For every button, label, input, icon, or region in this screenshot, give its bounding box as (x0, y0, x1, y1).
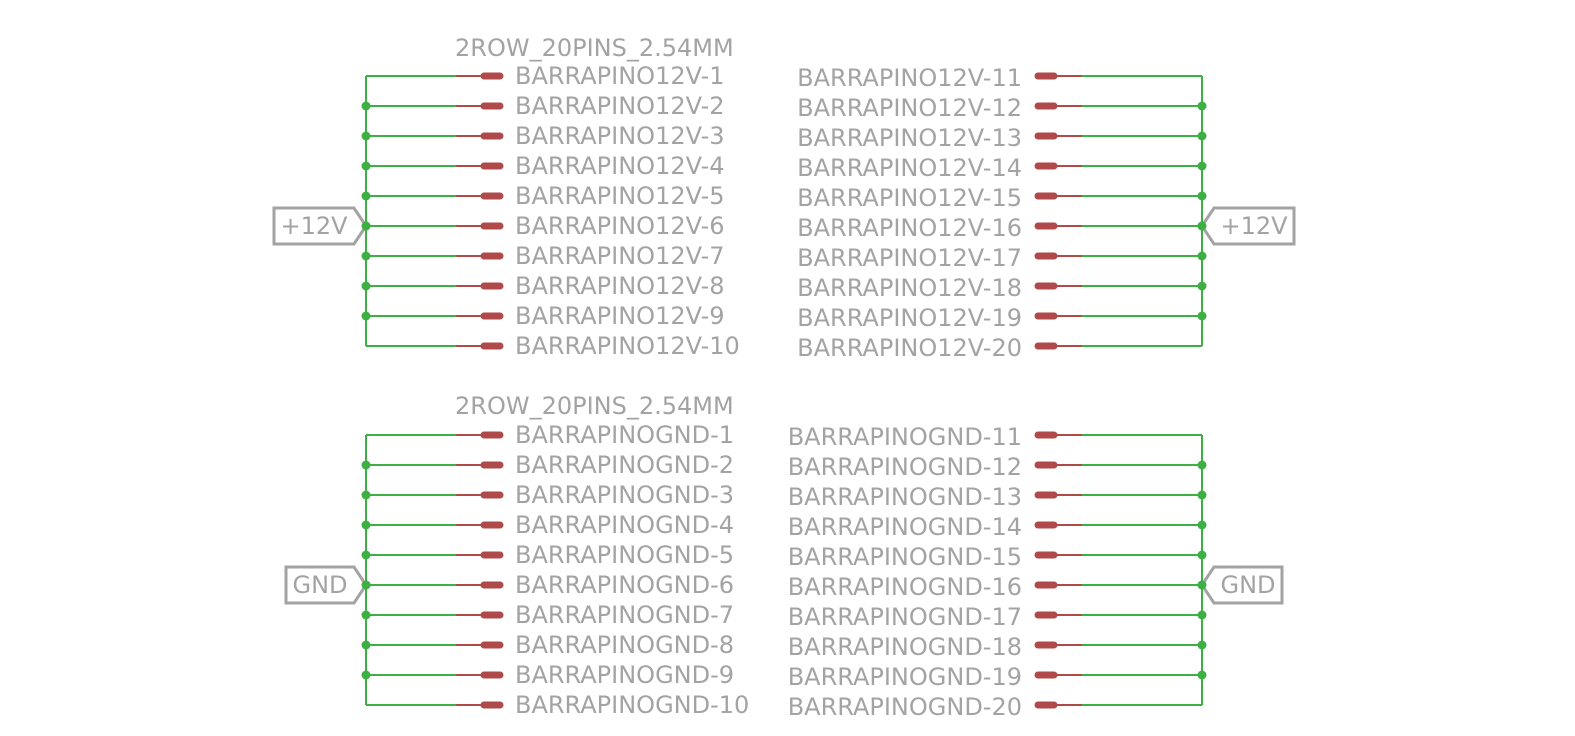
net-port-right (1200, 565, 1284, 605)
pin-label: BARRAPINO12V-3 (515, 122, 725, 150)
connector-bottom: 2ROW_20PINS_2.54MMBARRAPINOGND-1BARRAPIN… (284, 392, 1284, 721)
junction-dot (1197, 640, 1207, 650)
net-port-right-label: +12V (1220, 212, 1288, 240)
part-name-label: 2ROW_20PINS_2.54MM (455, 34, 734, 62)
junction-dot (1197, 490, 1207, 500)
pin-label: BARRAPINOGND-6 (515, 571, 734, 599)
junction-dot (1197, 161, 1207, 171)
pin-label: BARRAPINOGND-9 (515, 661, 734, 689)
net-port-right (1200, 206, 1296, 246)
pin-label: BARRAPINO12V-18 (797, 274, 1022, 302)
pin-label: BARRAPINO12V-6 (515, 212, 725, 240)
pin-label: BARRAPINOGND-4 (515, 511, 734, 539)
junction-dot (1197, 460, 1207, 470)
junction-dot (361, 251, 371, 261)
pin-label: BARRAPINO12V-19 (797, 304, 1022, 332)
junction-dot (1197, 281, 1207, 291)
pin-label: BARRAPINO12V-9 (515, 302, 725, 330)
junction-dot (1197, 610, 1207, 620)
pin-label: BARRAPINO12V-16 (797, 214, 1022, 242)
junction-dot (1197, 580, 1207, 590)
pin-label: BARRAPINOGND-17 (788, 603, 1022, 631)
junction-dot (1197, 550, 1207, 560)
net-port-left-label: +12V (280, 212, 348, 240)
pin-label: BARRAPINOGND-10 (515, 691, 749, 719)
junction-dot (1197, 670, 1207, 680)
pin-label: BARRAPINOGND-7 (515, 601, 734, 629)
junction-dot (1197, 101, 1207, 111)
pin-label: BARRAPINO12V-1 (515, 62, 725, 90)
pin-label: BARRAPINOGND-20 (788, 693, 1022, 721)
part-name-label: 2ROW_20PINS_2.54MM (455, 392, 734, 420)
pin-label: BARRAPINOGND-8 (515, 631, 734, 659)
pin-label: BARRAPINO12V-12 (797, 94, 1022, 122)
junction-dot (361, 311, 371, 321)
junction-dot (1197, 311, 1207, 321)
pin-label: BARRAPINO12V-2 (515, 92, 725, 120)
junction-dot (1197, 221, 1207, 231)
pin-label: BARRAPINOGND-15 (788, 543, 1022, 571)
junction-dot (361, 490, 371, 500)
junction-dot (361, 460, 371, 470)
junction-dot (361, 281, 371, 291)
pin-label: BARRAPINO12V-14 (797, 154, 1022, 182)
net-port-right-label: GND (1220, 571, 1275, 599)
net-port-left (272, 206, 368, 246)
junction-dot (361, 131, 371, 141)
pin-label: BARRAPINO12V-20 (797, 334, 1022, 362)
junction-dot (361, 580, 371, 590)
junction-dot (361, 191, 371, 201)
pin-label: BARRAPINOGND-14 (788, 513, 1022, 541)
pin-label: BARRAPINO12V-11 (797, 64, 1022, 92)
pin-label: BARRAPINO12V-8 (515, 272, 725, 300)
junction-dot (1197, 520, 1207, 530)
pin-label: BARRAPINOGND-12 (788, 453, 1022, 481)
junction-dot (1197, 131, 1207, 141)
junction-dot (361, 161, 371, 171)
pin-label: BARRAPINOGND-19 (788, 663, 1022, 691)
pin-label: BARRAPINO12V-17 (797, 244, 1022, 272)
pin-label: BARRAPINOGND-3 (515, 481, 734, 509)
junction-dot (361, 640, 371, 650)
pin-label: BARRAPINOGND-16 (788, 573, 1022, 601)
junction-dot (361, 221, 371, 231)
junction-dot (361, 550, 371, 560)
junction-dot (1197, 251, 1207, 261)
pin-label: BARRAPINOGND-13 (788, 483, 1022, 511)
pin-label: BARRAPINOGND-1 (515, 421, 734, 449)
pin-label: BARRAPINO12V-7 (515, 242, 725, 270)
pin-label: BARRAPINOGND-18 (788, 633, 1022, 661)
junction-dot (361, 610, 371, 620)
pin-label: BARRAPINO12V-15 (797, 184, 1022, 212)
net-port-left (284, 565, 368, 605)
junction-dot (1197, 191, 1207, 201)
pin-label: BARRAPINO12V-10 (515, 332, 740, 360)
pin-label: BARRAPINO12V-13 (797, 124, 1022, 152)
pin-label: BARRAPINOGND-11 (788, 423, 1022, 451)
pin-label: BARRAPINO12V-5 (515, 182, 725, 210)
pin-label: BARRAPINO12V-4 (515, 152, 725, 180)
net-port-left-label: GND (292, 571, 347, 599)
pin-label: BARRAPINOGND-5 (515, 541, 734, 569)
connector-top: 2ROW_20PINS_2.54MMBARRAPINO12V-1BARRAPIN… (272, 34, 1296, 362)
junction-dot (361, 670, 371, 680)
pin-label: BARRAPINOGND-2 (515, 451, 734, 479)
junction-dot (361, 101, 371, 111)
junction-dot (361, 520, 371, 530)
